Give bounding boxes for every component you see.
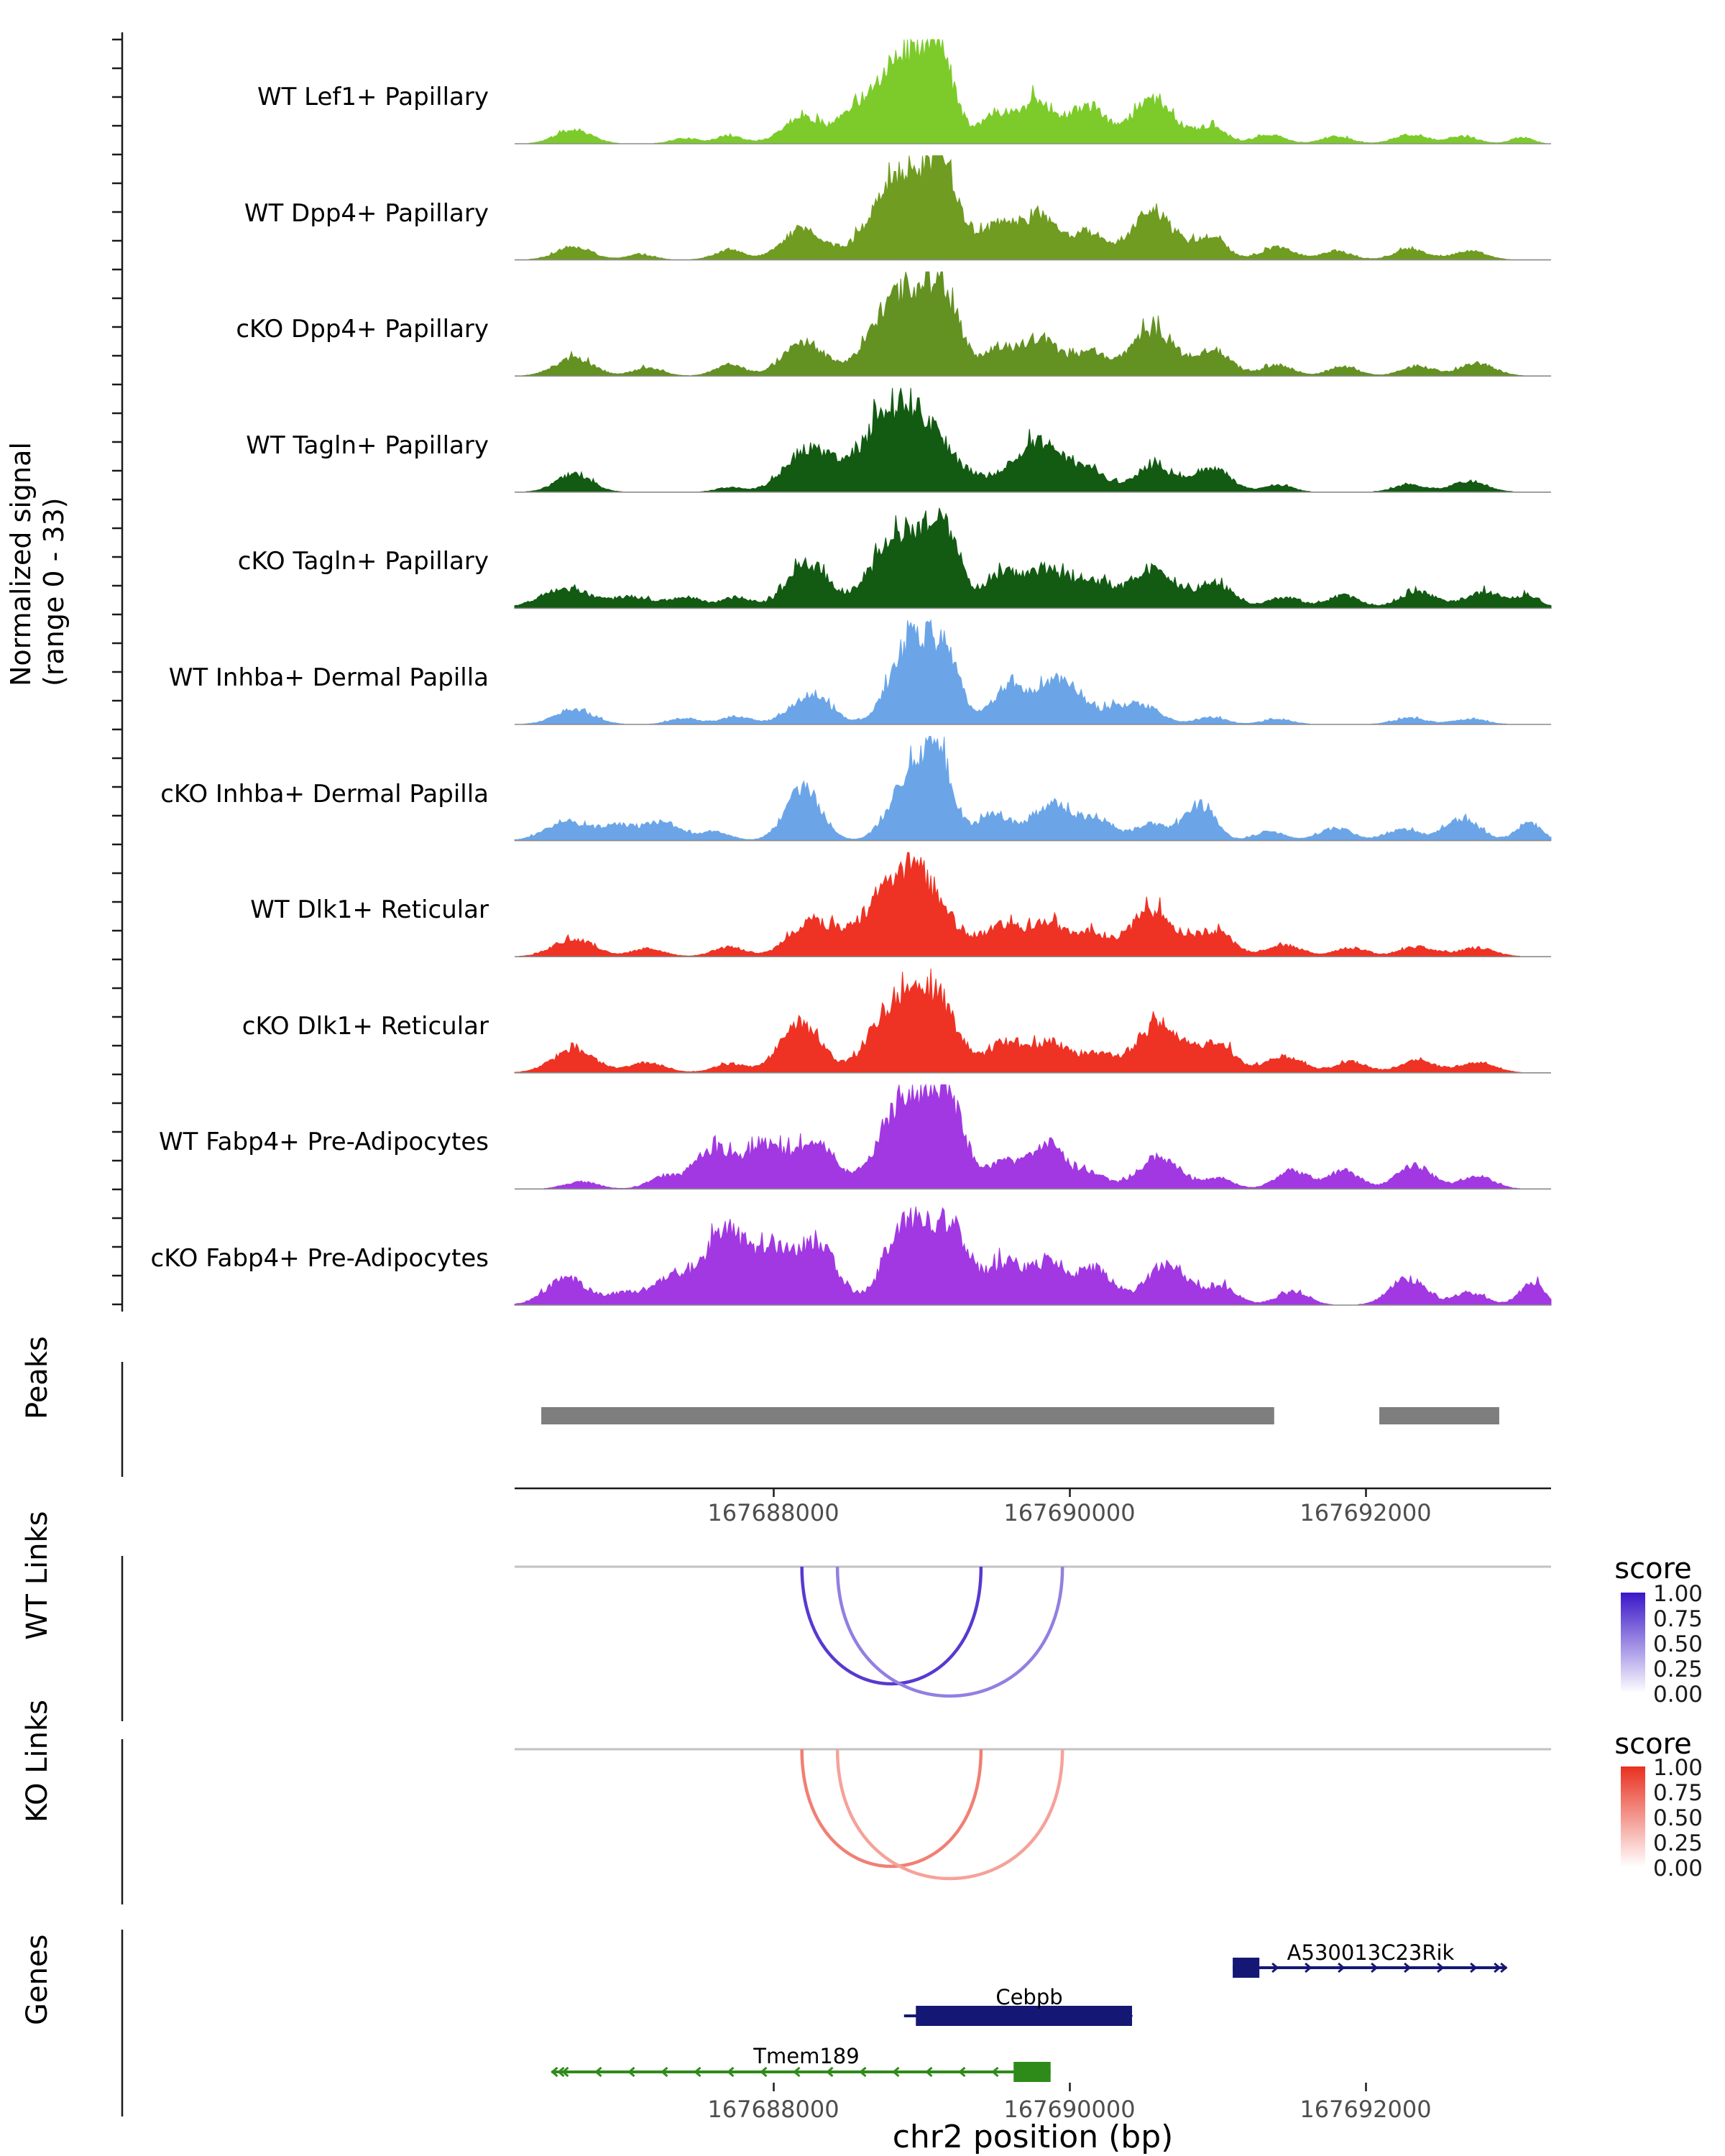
track-label-wt-tagln: WT Tagln+ Papillary	[246, 431, 489, 460]
wt-links-track	[121, 1556, 1645, 1721]
track-label-cko-tagln: cKO Tagln+ Papillary	[237, 547, 489, 576]
ko-legend-tick-075: 0.75	[1653, 1780, 1703, 1806]
track-label-wt-inhba: WT Inhba+ Dermal Papilla	[168, 663, 489, 692]
coverage-track-9	[515, 1083, 1551, 1190]
bottom-axis-tick-2: 167690000	[1003, 2096, 1136, 2123]
track-label-wt-dlk1: WT Dlk1+ Reticular	[250, 895, 489, 924]
peaks-axis-tick-1: 167688000	[707, 1499, 840, 1526]
ko-legend-tick-050: 0.50	[1653, 1805, 1703, 1831]
track-label-wt-lef1: WT Lef1+ Papillary	[257, 83, 489, 111]
genes-track	[121, 1930, 1508, 2116]
peaks-track	[121, 1362, 1551, 1497]
coverage-track-10	[514, 1206, 1552, 1306]
gene-a530013c23rik	[1233, 1958, 1508, 1978]
wt-legend-tick-100: 1.00	[1653, 1581, 1703, 1607]
wt-legend-tick-050: 0.50	[1653, 1631, 1703, 1657]
track-label-cko-fabp4: cKO Fabp4+ Pre-Adipocytes	[150, 1244, 489, 1273]
wt-legend-tick-075: 0.75	[1653, 1606, 1703, 1632]
peaks-axis-tick-2: 167690000	[1003, 1499, 1136, 1526]
coverage-track-5	[515, 619, 1551, 725]
coverage-track-1	[515, 155, 1551, 261]
coverage-track-8	[514, 968, 1551, 1074]
gene-label-a530013c23rik: A530013C23Rik	[1287, 1940, 1455, 1965]
bottom-axis-tick-3: 167692000	[1300, 2096, 1432, 2123]
bottom-axis-tick-1: 167688000	[707, 2096, 840, 2123]
track-label-cko-inhba: cKO Inhba+ Dermal Papilla	[160, 780, 489, 808]
ko-legend-tick-000: 0.00	[1653, 1856, 1703, 1881]
coverage-track-7	[515, 852, 1551, 957]
wt-links-legend-title: score	[1614, 1552, 1692, 1585]
coverage-track-4	[514, 507, 1552, 609]
coverage-track-0	[515, 38, 1551, 144]
gene-cebpb	[903, 2006, 1133, 2026]
wt-legend-tick-025: 0.25	[1653, 1657, 1703, 1682]
coverage-track-6	[514, 736, 1552, 842]
wt-legend-tick-000: 0.00	[1653, 1682, 1703, 1708]
ko-legend-tick-100: 1.00	[1653, 1755, 1703, 1781]
signal-y-axis	[112, 32, 124, 1312]
ko-legend-tick-025: 0.25	[1653, 1830, 1703, 1856]
gene-label-tmem189: Tmem189	[753, 2044, 860, 2068]
ko-links-track	[121, 1739, 1645, 1904]
track-label-cko-dpp4: cKO Dpp4+ Papillary	[236, 315, 489, 344]
peaks-axis-tick-3: 167692000	[1300, 1499, 1432, 1526]
ko-links-legend-title: score	[1614, 1728, 1692, 1761]
coverage-track-2	[515, 271, 1551, 377]
x-axis-title: chr2 position (bp)	[892, 2119, 1174, 2155]
coverage-track-3	[515, 387, 1551, 493]
track-label-wt-dpp4: WT Dpp4+ Papillary	[244, 199, 489, 228]
gene-label-cebpb: Cebpb	[995, 1985, 1063, 2009]
track-label-cko-dlk1: cKO Dlk1+ Reticular	[242, 1012, 489, 1041]
track-label-wt-fabp4: WT Fabp4+ Pre-Adipocytes	[159, 1128, 489, 1156]
gene-tmem189	[551, 2062, 1051, 2082]
